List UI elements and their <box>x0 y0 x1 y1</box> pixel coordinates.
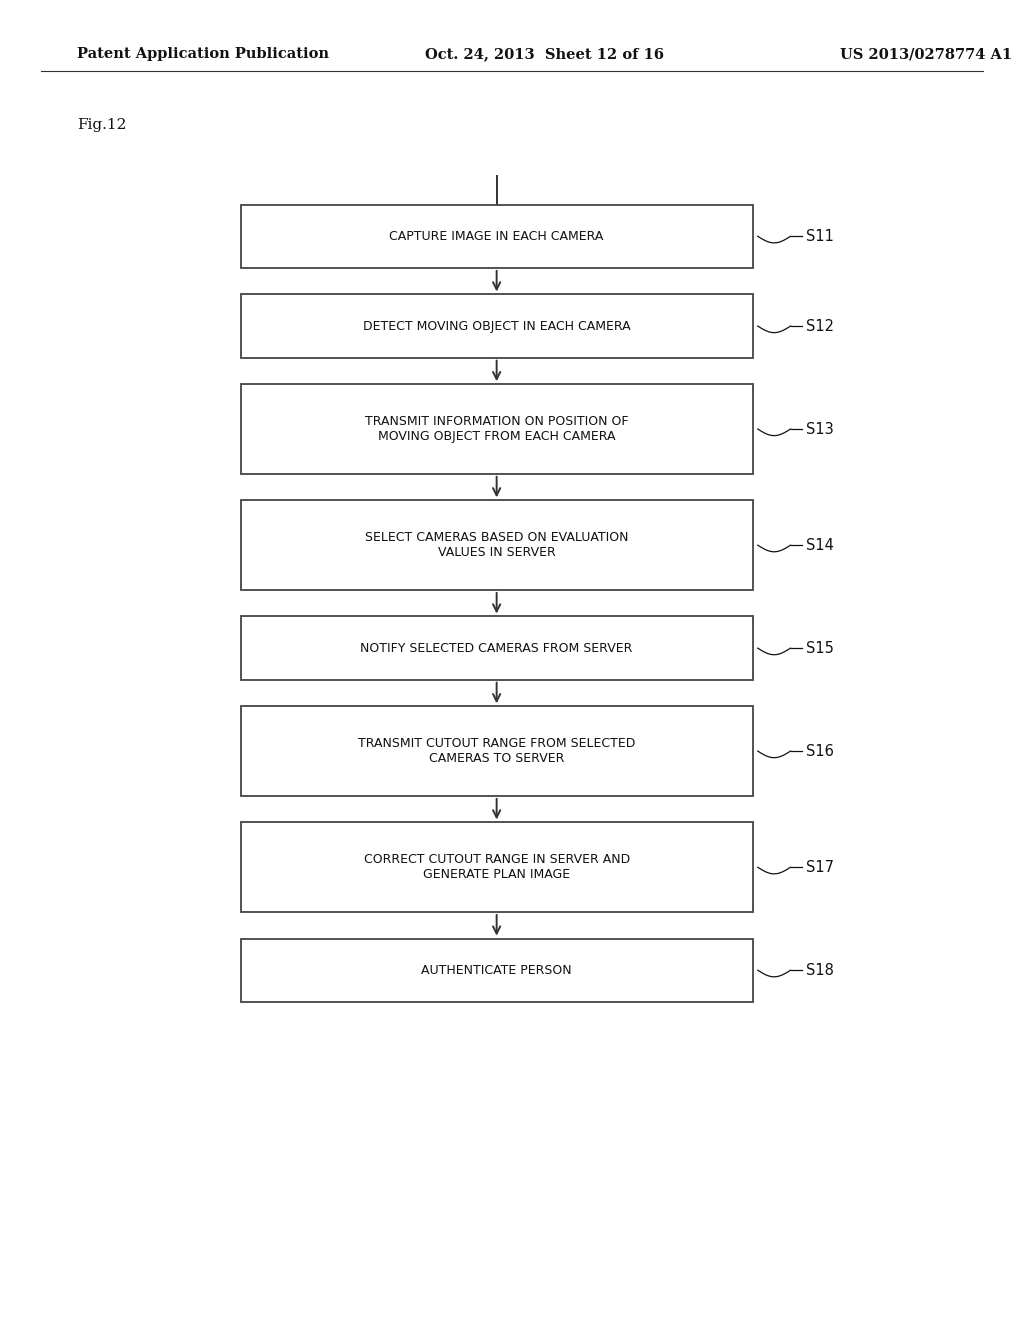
Bar <box>241 205 753 268</box>
Text: S15: S15 <box>806 640 834 656</box>
Text: S17: S17 <box>806 859 834 875</box>
Text: S16: S16 <box>806 743 834 759</box>
Bar <box>241 706 753 796</box>
Bar <box>241 616 753 680</box>
Text: US 2013/0278774 A1: US 2013/0278774 A1 <box>840 48 1012 61</box>
Text: S13: S13 <box>806 421 834 437</box>
Bar <box>241 500 753 590</box>
Text: TRANSMIT INFORMATION ON POSITION OF
MOVING OBJECT FROM EACH CAMERA: TRANSMIT INFORMATION ON POSITION OF MOVI… <box>365 414 629 444</box>
Text: AUTHENTICATE PERSON: AUTHENTICATE PERSON <box>421 964 572 977</box>
Text: S12: S12 <box>806 318 834 334</box>
Bar <box>241 822 753 912</box>
Text: TRANSMIT CUTOUT RANGE FROM SELECTED
CAMERAS TO SERVER: TRANSMIT CUTOUT RANGE FROM SELECTED CAME… <box>358 737 635 766</box>
Text: S14: S14 <box>806 537 834 553</box>
Text: NOTIFY SELECTED CAMERAS FROM SERVER: NOTIFY SELECTED CAMERAS FROM SERVER <box>360 642 633 655</box>
Bar <box>241 939 753 1002</box>
Text: S11: S11 <box>806 228 834 244</box>
Text: DETECT MOVING OBJECT IN EACH CAMERA: DETECT MOVING OBJECT IN EACH CAMERA <box>362 319 631 333</box>
Text: CORRECT CUTOUT RANGE IN SERVER AND
GENERATE PLAN IMAGE: CORRECT CUTOUT RANGE IN SERVER AND GENER… <box>364 853 630 882</box>
Text: S18: S18 <box>806 962 834 978</box>
Bar <box>241 294 753 358</box>
Text: SELECT CAMERAS BASED ON EVALUATION
VALUES IN SERVER: SELECT CAMERAS BASED ON EVALUATION VALUE… <box>365 531 629 560</box>
Text: Fig.12: Fig.12 <box>77 119 126 132</box>
Text: Patent Application Publication: Patent Application Publication <box>77 48 329 61</box>
Bar <box>241 384 753 474</box>
Text: CAPTURE IMAGE IN EACH CAMERA: CAPTURE IMAGE IN EACH CAMERA <box>389 230 604 243</box>
Text: Oct. 24, 2013  Sheet 12 of 16: Oct. 24, 2013 Sheet 12 of 16 <box>425 48 664 61</box>
